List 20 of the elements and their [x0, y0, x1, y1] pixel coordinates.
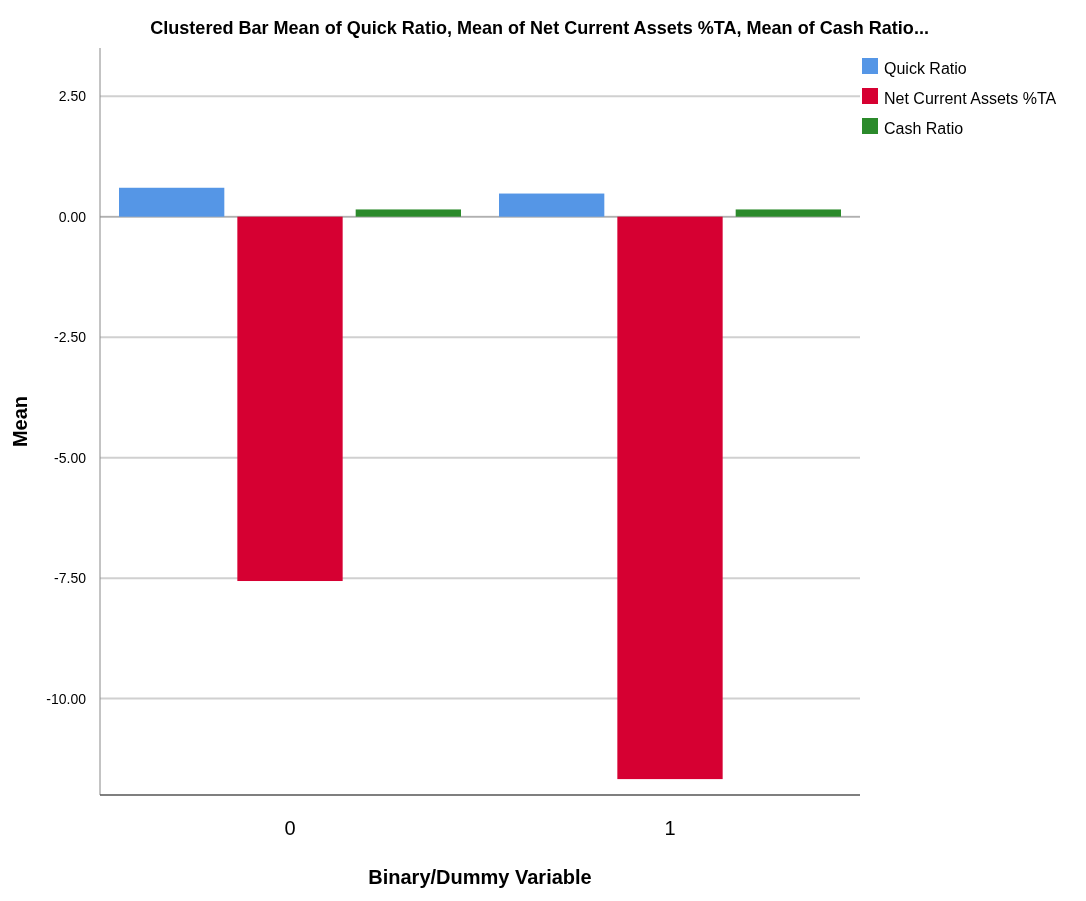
y-axis-title: Mean	[9, 395, 31, 448]
y-tick-label: -2.50	[54, 329, 87, 346]
y-tick-label: -10.00	[46, 690, 87, 707]
legend-label: Quick Ratio	[884, 60, 967, 77]
bar	[355, 209, 461, 217]
y-tick-label: 2.50	[58, 88, 87, 105]
bar	[735, 209, 841, 217]
legend-label: Net Current Assets %TA	[884, 90, 1057, 107]
y-tick-label: -5.00	[54, 449, 87, 466]
bar	[119, 187, 225, 217]
x-tick-label: 0	[284, 817, 296, 839]
legend-label: Cash Ratio	[884, 120, 964, 137]
bar	[617, 216, 723, 780]
x-tick-label: 1	[664, 817, 676, 839]
y-tick-label: 0.00	[58, 208, 87, 225]
bar	[499, 193, 605, 217]
chart-title: Clustered Bar Mean of Quick Ratio, Mean of Net Current Assets %TA, Mean of Cash Ratio...	[150, 16, 929, 39]
y-tick-label: -7.50	[54, 570, 87, 587]
x-axis-title: Binary/Dummy Variable	[368, 866, 592, 888]
bar	[237, 216, 343, 582]
